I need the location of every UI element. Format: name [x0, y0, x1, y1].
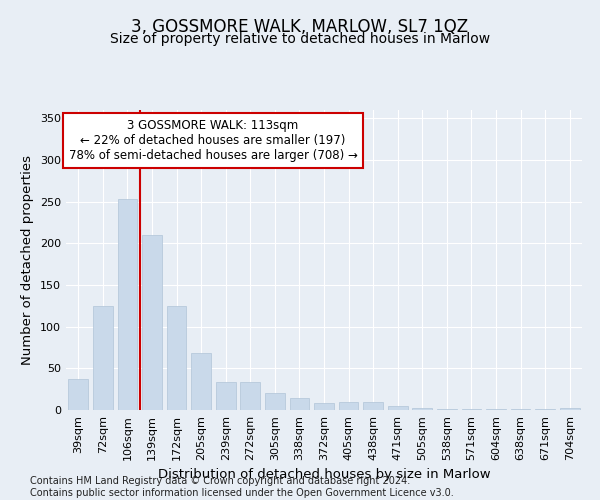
Bar [461, 409, 481, 410]
Bar [167, 306, 187, 410]
Y-axis label: Number of detached properties: Number of detached properties [22, 155, 34, 365]
Bar [216, 382, 236, 410]
Bar [560, 408, 580, 410]
Bar [142, 235, 162, 410]
Text: 3, GOSSMORE WALK, MARLOW, SL7 1QZ: 3, GOSSMORE WALK, MARLOW, SL7 1QZ [131, 18, 469, 36]
Text: Contains HM Land Registry data © Crown copyright and database right 2024.
Contai: Contains HM Land Registry data © Crown c… [30, 476, 454, 498]
Text: Size of property relative to detached houses in Marlow: Size of property relative to detached ho… [110, 32, 490, 46]
X-axis label: Distribution of detached houses by size in Marlow: Distribution of detached houses by size … [158, 468, 490, 481]
Bar [535, 409, 555, 410]
Bar [68, 379, 88, 410]
Bar [290, 398, 309, 410]
Text: 3 GOSSMORE WALK: 113sqm
← 22% of detached houses are smaller (197)
78% of semi-d: 3 GOSSMORE WALK: 113sqm ← 22% of detache… [68, 119, 358, 162]
Bar [388, 406, 407, 410]
Bar [511, 409, 530, 410]
Bar [437, 409, 457, 410]
Bar [265, 394, 284, 410]
Bar [412, 408, 432, 410]
Bar [118, 199, 137, 410]
Bar [364, 402, 383, 410]
Bar [339, 402, 358, 410]
Bar [241, 382, 260, 410]
Bar [191, 354, 211, 410]
Bar [93, 306, 113, 410]
Bar [486, 409, 506, 410]
Bar [314, 404, 334, 410]
